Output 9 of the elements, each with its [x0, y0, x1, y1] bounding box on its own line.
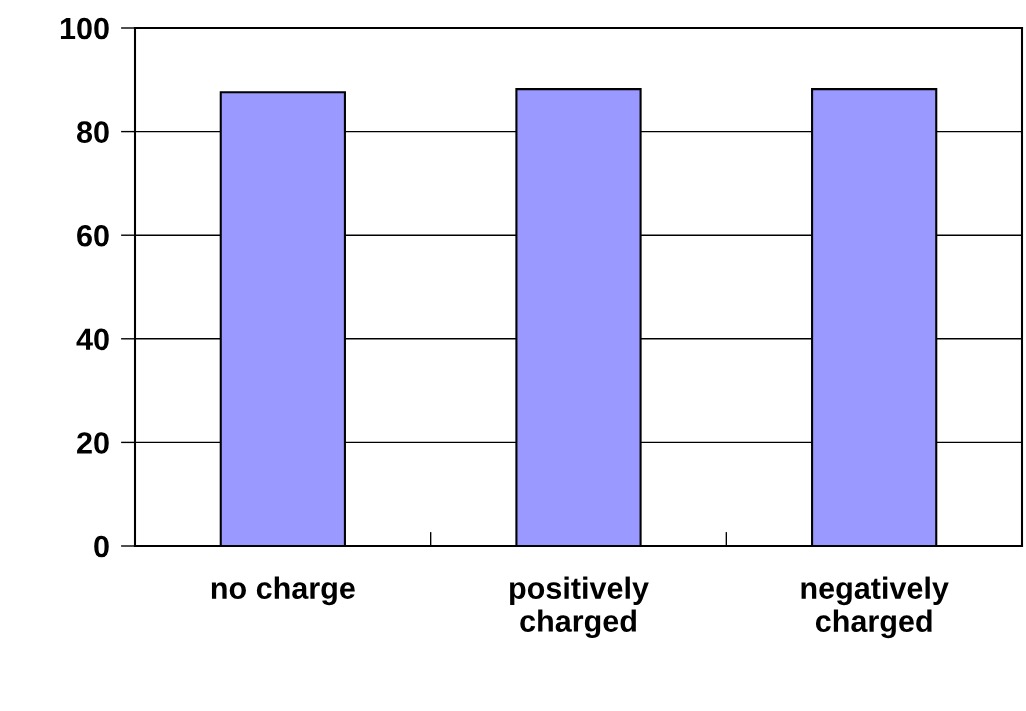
x-tick-label: no charge	[211, 576, 355, 606]
y-tick-label: 40	[76, 328, 109, 351]
y-tick-label: 60	[77, 224, 109, 247]
y-tick-label: 80	[76, 121, 109, 143]
y-tick-label: 0	[94, 535, 109, 558]
y-tick-label: 20	[77, 432, 109, 454]
y-tick-label: 100	[60, 17, 109, 40]
x-tick-label: positively charged	[510, 576, 649, 639]
x-tick-label: negatively charged	[801, 576, 949, 639]
